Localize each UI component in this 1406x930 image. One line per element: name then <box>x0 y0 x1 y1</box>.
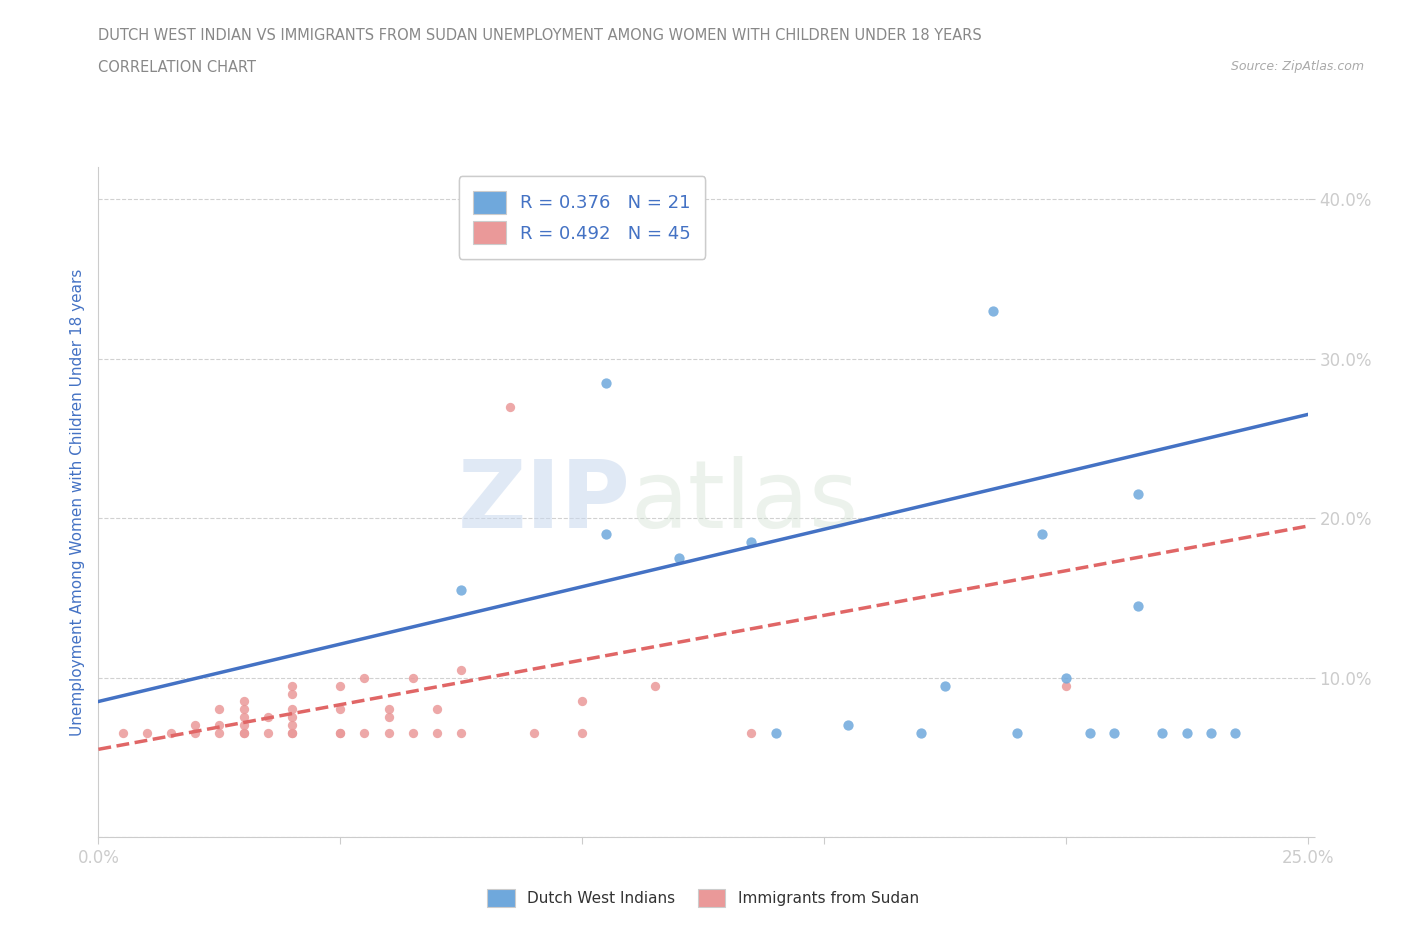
Point <box>402 671 425 685</box>
Point <box>208 718 231 733</box>
Point <box>281 678 304 693</box>
Point <box>1102 726 1125 741</box>
Legend: R = 0.376   N = 21, R = 0.492   N = 45: R = 0.376 N = 21, R = 0.492 N = 45 <box>458 177 706 259</box>
Text: atlas: atlas <box>630 457 859 548</box>
Point <box>426 702 449 717</box>
Point <box>208 702 231 717</box>
Point <box>1223 726 1246 741</box>
Legend: Dutch West Indians, Immigrants from Sudan: Dutch West Indians, Immigrants from Suda… <box>481 884 925 913</box>
Point <box>281 686 304 701</box>
Point <box>740 535 762 550</box>
Point <box>232 726 254 741</box>
Point <box>1152 726 1174 741</box>
Point <box>281 726 304 741</box>
Point <box>232 726 254 741</box>
Point <box>1128 486 1150 501</box>
Y-axis label: Unemployment Among Women with Children Under 18 years: Unemployment Among Women with Children U… <box>69 269 84 736</box>
Point <box>1128 598 1150 613</box>
Text: DUTCH WEST INDIAN VS IMMIGRANTS FROM SUDAN UNEMPLOYMENT AMONG WOMEN WITH CHILDRE: DUTCH WEST INDIAN VS IMMIGRANTS FROM SUD… <box>98 28 983 43</box>
Point <box>523 726 546 741</box>
Point <box>184 726 207 741</box>
Point <box>135 726 157 741</box>
Point <box>232 694 254 709</box>
Point <box>353 726 375 741</box>
Point <box>402 726 425 741</box>
Point <box>595 375 617 390</box>
Point <box>765 726 787 741</box>
Point <box>329 726 352 741</box>
Point <box>160 726 183 741</box>
Point <box>740 726 762 741</box>
Point <box>910 726 932 741</box>
Point <box>595 526 617 541</box>
Point <box>1175 726 1198 741</box>
Point <box>232 710 254 724</box>
Point <box>1054 678 1077 693</box>
Point <box>981 303 1004 318</box>
Point <box>329 702 352 717</box>
Point <box>668 551 690 565</box>
Point <box>281 726 304 741</box>
Point <box>571 726 593 741</box>
Point <box>281 702 304 717</box>
Point <box>1031 526 1053 541</box>
Point <box>208 726 231 741</box>
Point <box>353 671 375 685</box>
Point <box>450 726 472 741</box>
Point <box>281 718 304 733</box>
Text: ZIP: ZIP <box>457 457 630 548</box>
Text: Source: ZipAtlas.com: Source: ZipAtlas.com <box>1230 60 1364 73</box>
Point <box>281 710 304 724</box>
Point <box>644 678 666 693</box>
Point <box>837 718 859 733</box>
Point <box>256 726 278 741</box>
Point <box>426 726 449 741</box>
Point <box>450 582 472 597</box>
Point <box>377 702 399 717</box>
Text: CORRELATION CHART: CORRELATION CHART <box>98 60 256 75</box>
Point <box>184 718 207 733</box>
Point <box>256 710 278 724</box>
Point <box>329 678 352 693</box>
Point <box>934 678 956 693</box>
Point <box>232 702 254 717</box>
Point <box>1078 726 1101 741</box>
Point <box>377 710 399 724</box>
Point <box>1199 726 1222 741</box>
Point <box>498 399 520 414</box>
Point <box>450 662 472 677</box>
Point <box>377 726 399 741</box>
Point <box>232 718 254 733</box>
Point <box>329 726 352 741</box>
Point <box>1007 726 1029 741</box>
Point <box>1054 671 1077 685</box>
Point <box>571 694 593 709</box>
Point <box>111 726 134 741</box>
